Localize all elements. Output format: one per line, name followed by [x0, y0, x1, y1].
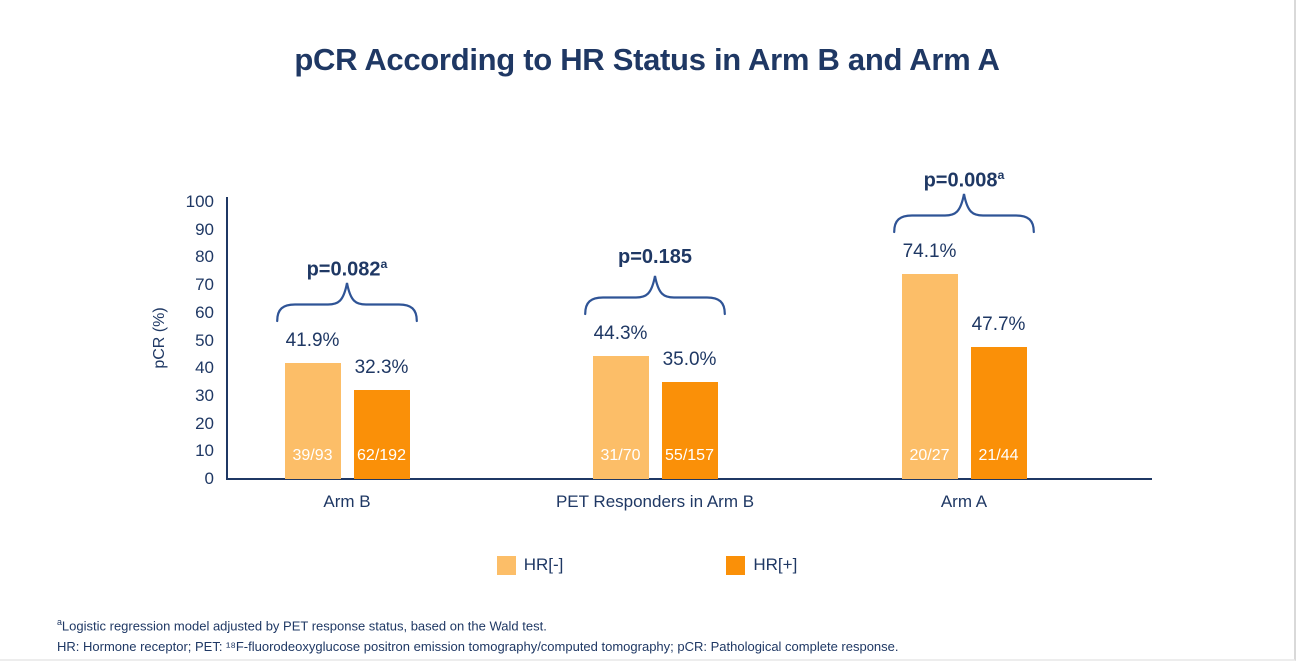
value-label-hr-negative-arm-a: 74.1%: [902, 240, 957, 262]
p-value-arm-a: p=0.008a: [854, 163, 1074, 193]
legend-label-hr-positive: HR[+]: [753, 555, 798, 574]
hr-positive-swatch-icon: [726, 555, 746, 575]
y-axis-line: [226, 197, 228, 480]
count-label-hr-negative-pet-responders-in-arm-b: 31/70: [600, 447, 641, 464]
bar-hr-positive-arm-a: [970, 346, 1027, 479]
y-tick-label: 70: [195, 275, 214, 295]
footnote-2: HR: Hormone receptor; PET: ¹⁸F-fluorodeo…: [57, 636, 899, 657]
legend-item-hr-positive: HR[+]: [726, 555, 797, 575]
bar-hr-positive-pet-responders-in-arm-b: [661, 382, 718, 479]
bar-hr-negative-arm-b: [284, 362, 341, 479]
p-value-text: p=0.082: [306, 258, 381, 281]
y-tick-label: 50: [195, 330, 214, 350]
p-value-arm-b: p=0.082a: [237, 252, 457, 282]
y-tick-label: 90: [195, 219, 214, 239]
category-label-arm-a: Arm A: [940, 492, 988, 511]
bar-hr-positive-arm-b: [353, 389, 410, 479]
value-label-hr-negative-arm-b: 41.9%: [285, 329, 340, 351]
p-value-text: p=0.185: [618, 246, 692, 269]
category-label-arm-b: Arm B: [323, 492, 371, 511]
footnote-1: aLogistic regression model adjusted by P…: [57, 612, 899, 636]
comparison-brace-icon-arm-a: [893, 193, 1035, 233]
y-tick-label: 60: [195, 302, 214, 322]
footnotes: aLogistic regression model adjusted by P…: [57, 612, 899, 657]
value-label-hr-negative-pet-responders-in-arm-b: 44.3%: [593, 323, 648, 345]
comparison-brace-icon-pet-responders-in-arm-b: [584, 276, 726, 316]
count-label-hr-negative-arm-b: 39/93: [292, 447, 333, 464]
chart-title: pCR According to HR Status in Arm B and …: [294, 42, 1000, 77]
p-value-pet-responders-in-arm-b: p=0.185: [545, 245, 765, 269]
footnote-1-text: Logistic regression model adjusted by PE…: [61, 618, 547, 634]
p-value-superscript: a: [997, 167, 1005, 182]
y-tick-label: 40: [195, 358, 214, 378]
value-label-hr-positive-arm-a: 47.7%: [971, 313, 1026, 335]
footnote-2-text: HR: Hormone receptor; PET: ¹⁸F-fluorodeo…: [57, 639, 899, 655]
count-label-hr-positive-arm-b: 62/192: [357, 447, 406, 464]
p-value-text: p=0.008: [923, 169, 998, 192]
count-label-hr-positive-pet-responders-in-arm-b: 55/157: [665, 447, 714, 464]
bar-hr-negative-arm-a: [901, 273, 958, 479]
bar-hr-negative-pet-responders-in-arm-b: [592, 356, 649, 479]
count-label-hr-positive-arm-a: 21/44: [978, 447, 1019, 464]
hr-negative-swatch-icon: [496, 555, 516, 575]
legend-label-hr-negative: HR[-]: [523, 555, 564, 574]
y-tick-label: 10: [195, 441, 214, 461]
y-tick-label: 80: [195, 247, 214, 267]
y-tick-label: 20: [195, 413, 214, 433]
p-value-superscript: a: [380, 256, 388, 271]
y-tick-label: 100: [185, 192, 214, 211]
comparison-brace-icon-arm-b: [276, 282, 418, 323]
y-tick-label: 30: [195, 385, 214, 405]
footnote-1-superscript: a: [57, 617, 62, 627]
value-label-hr-positive-arm-b: 32.3%: [354, 356, 409, 378]
legend: HR[-] HR[+]: [0, 555, 1294, 575]
count-label-hr-negative-arm-a: 20/27: [909, 447, 950, 464]
x-axis-line: [226, 478, 1152, 480]
legend-item-hr-negative: HR[-]: [496, 555, 564, 575]
category-label-pet-responders-in-arm-b: PET Responders in Arm B: [555, 492, 755, 511]
value-label-hr-positive-pet-responders-in-arm-b: 35.0%: [662, 349, 717, 371]
y-tick-label: 0: [204, 469, 214, 488]
